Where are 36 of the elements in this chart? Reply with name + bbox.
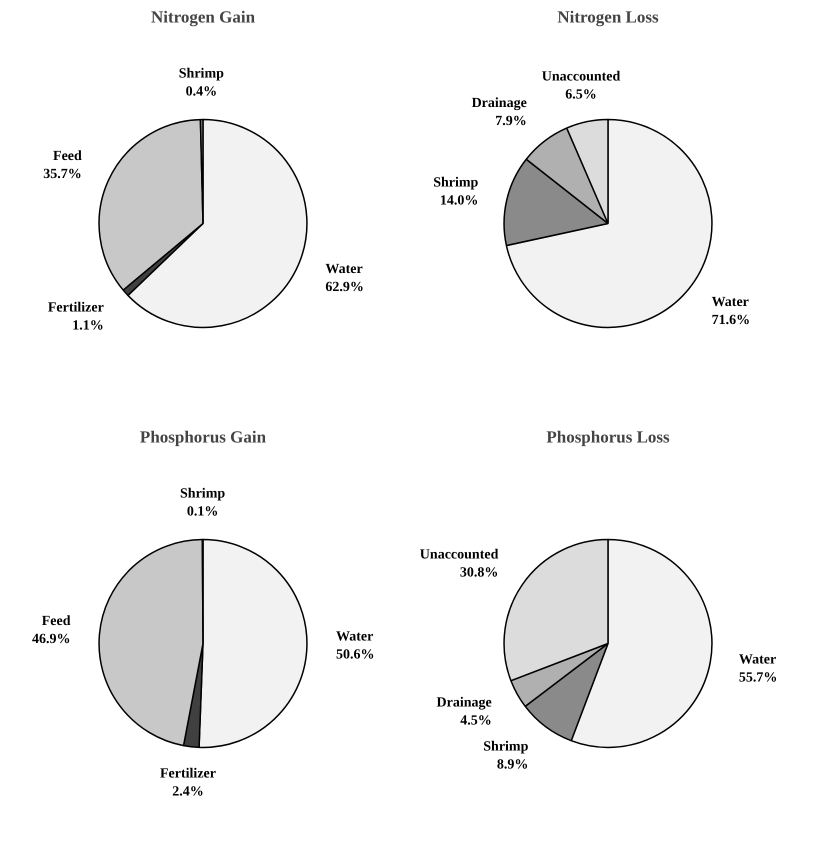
chart-title: Phosphorus Gain: [140, 428, 267, 446]
slice-label: Drainage: [472, 96, 527, 111]
data-label: 2.4%: [172, 784, 204, 800]
slice-label: Water: [325, 262, 363, 278]
data-label: 7.9%: [495, 114, 527, 129]
slice-label: Fertilizer: [160, 766, 216, 782]
data-label: 71.6%: [712, 313, 750, 328]
slice-label: Shrimp: [433, 176, 479, 191]
data-label: 6.5%: [565, 87, 597, 102]
slice-label: Unaccounted: [420, 547, 499, 562]
slice-label: Shrimp: [483, 740, 529, 755]
data-label: 0.1%: [186, 504, 218, 520]
data-label: 1.1%: [72, 318, 104, 334]
slice-label: Water: [336, 630, 374, 645]
data-label: 35.7%: [43, 167, 82, 182]
slice-label: Drainage: [436, 695, 492, 710]
data-label: 50.6%: [336, 648, 375, 663]
slice-label: Shrimp: [178, 66, 224, 82]
data-label: 0.4%: [186, 84, 218, 100]
data-label: 8.9%: [496, 758, 528, 773]
slice-label: Feed: [42, 614, 71, 630]
slice-label: Shrimp: [180, 486, 226, 502]
data-label: 55.7%: [738, 670, 778, 686]
data-label: 14.0%: [440, 194, 478, 209]
data-label: 62.9%: [325, 280, 364, 296]
data-label: 30.8%: [460, 565, 498, 580]
slice-label: Feed: [53, 149, 82, 164]
slice-label: Fertilizer: [48, 300, 104, 316]
chart-title: Nitrogen Gain: [150, 8, 256, 26]
slice-label: Unaccounted: [542, 69, 621, 84]
data-label: 46.9%: [32, 632, 70, 648]
data-label: 4.5%: [460, 713, 492, 728]
slice-label: Water: [738, 652, 776, 668]
chart-title: Phosphorus Loss: [546, 428, 670, 446]
chart-title: Nitrogen Loss: [557, 8, 659, 26]
slice-label: Water: [712, 295, 749, 310]
